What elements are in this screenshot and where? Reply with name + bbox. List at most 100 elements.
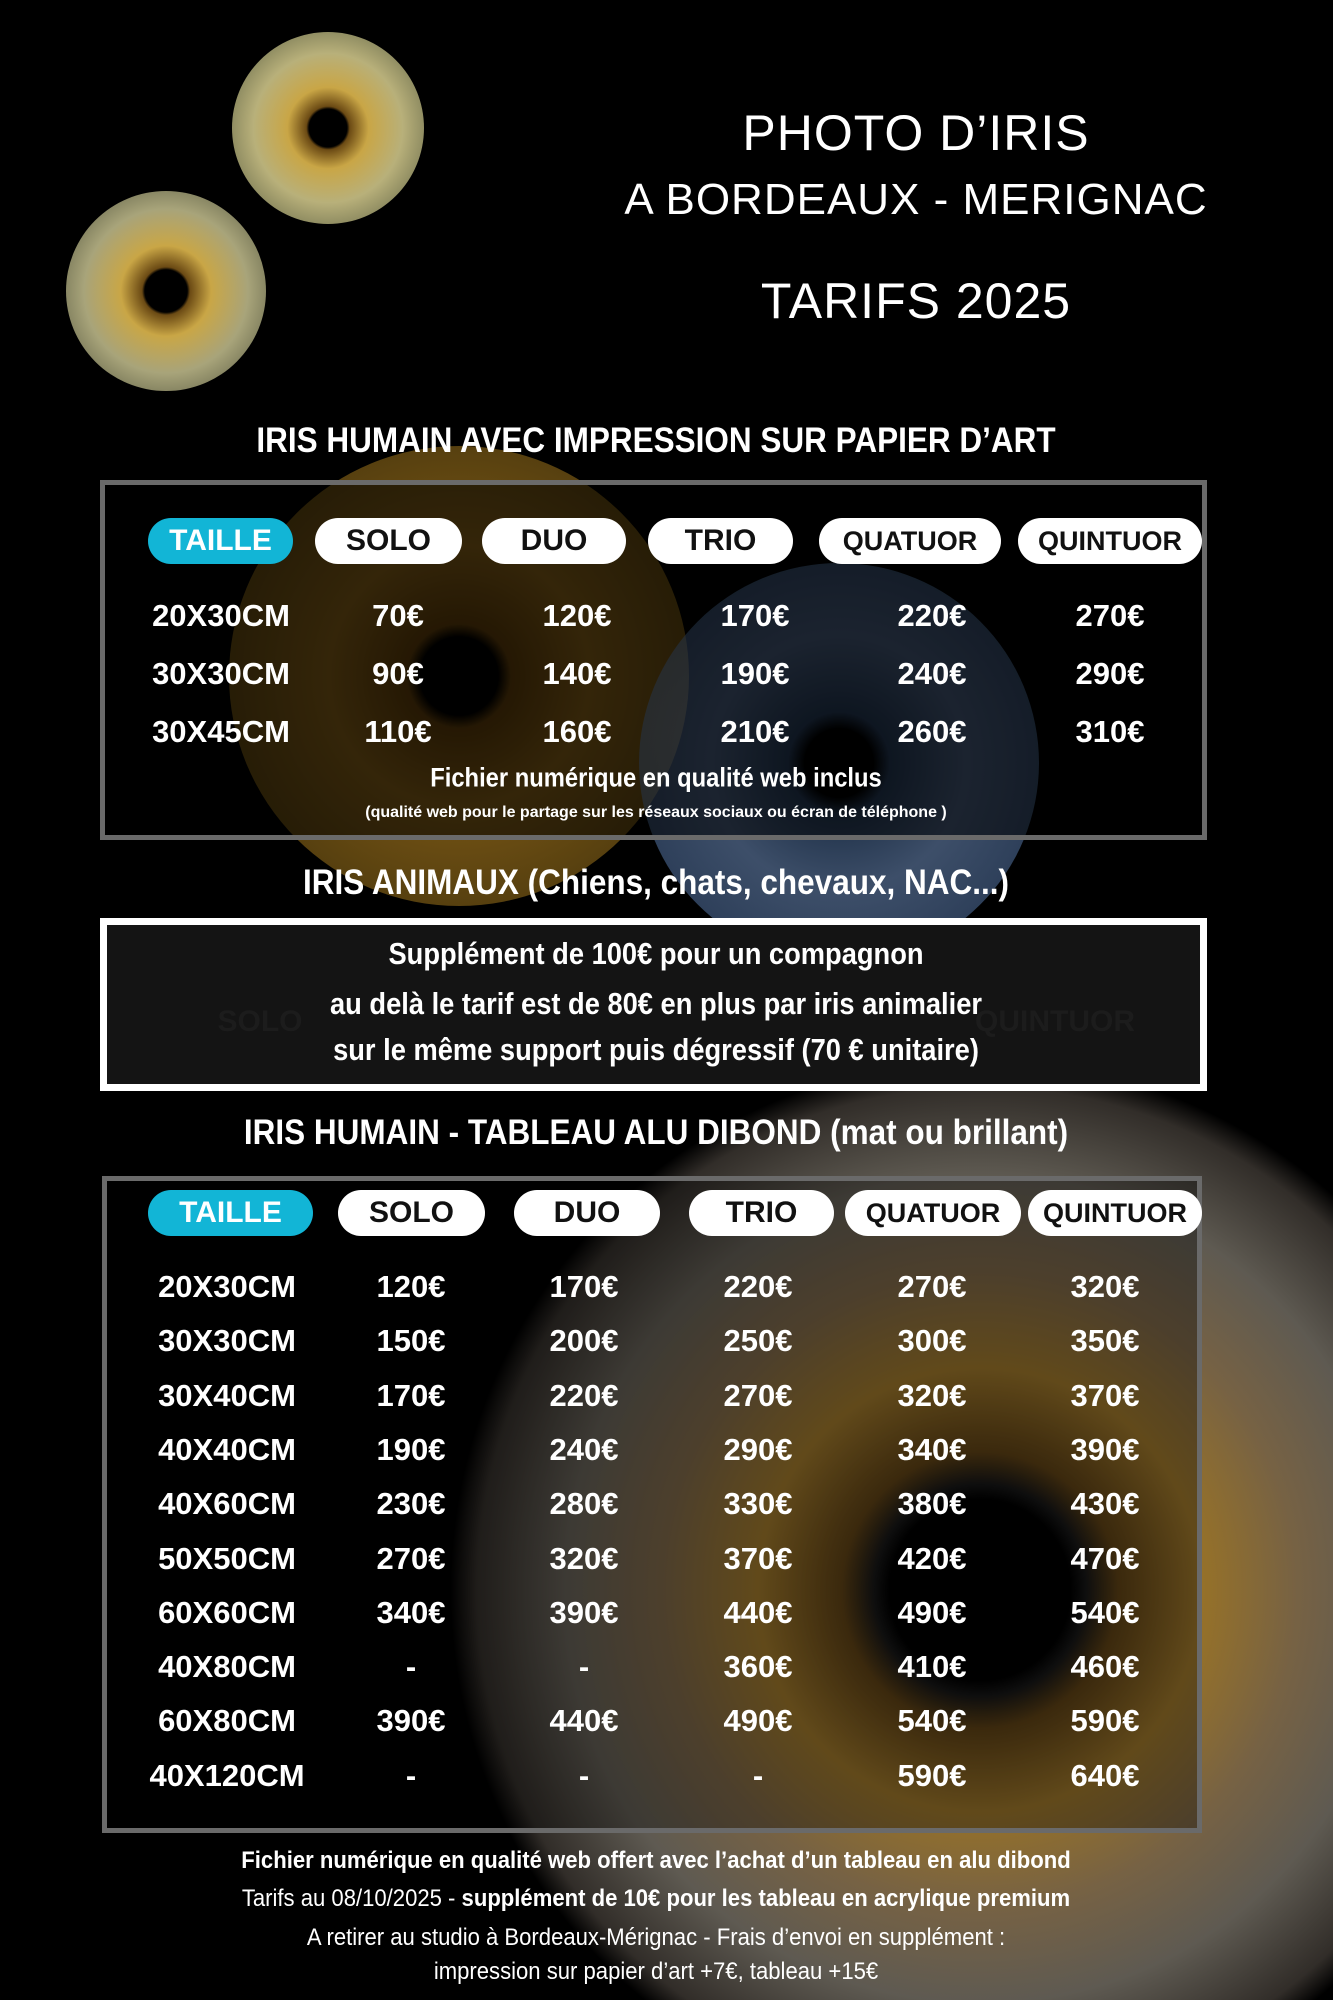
- price-cell: 90€: [372, 656, 424, 691]
- section2-title: IRIS ANIMAUX (Chiens, chats, chevaux, NA…: [303, 863, 1009, 902]
- tarifs-heading: TARIFS 2025: [760, 273, 1072, 329]
- price-cell: 320€: [549, 1540, 619, 1576]
- size-cell: 60X80CM: [158, 1703, 296, 1739]
- price-cell: 70€: [372, 598, 424, 633]
- price-cell: 410€: [897, 1649, 967, 1685]
- footer-acrylic: supplément de 10€ pour les tableau en ac…: [461, 1885, 1071, 1912]
- price-cell: 370€: [723, 1540, 793, 1576]
- ghost-text-solo: SOLO: [217, 1005, 303, 1038]
- price-cell: 240€: [897, 656, 967, 691]
- size-cell: 30X40CM: [158, 1377, 296, 1413]
- price-cell: 270€: [1075, 598, 1145, 633]
- price-cell: 200€: [549, 1323, 619, 1359]
- price-cell: 540€: [1070, 1594, 1140, 1630]
- price-cell: -: [752, 1757, 764, 1793]
- size-cell: 30X30CM: [158, 1323, 296, 1359]
- size-cell: 20X30CM: [158, 1269, 296, 1304]
- price-cell: 390€: [549, 1594, 619, 1630]
- section2-line-3: sur le même support puis dégressif (70 €…: [333, 1032, 979, 1067]
- size-cell: 60X60CM: [158, 1594, 296, 1630]
- ghost-text-quintuor: QUINTUOR: [975, 1005, 1135, 1038]
- price-cell: 540€: [897, 1703, 967, 1739]
- price-cell: 170€: [720, 598, 790, 633]
- price-cell: -: [578, 1649, 590, 1685]
- price-cell: 170€: [549, 1269, 619, 1304]
- size-cell: 40X120CM: [149, 1757, 305, 1793]
- iris-image-top-left: [66, 191, 266, 391]
- price-cell: 160€: [542, 714, 612, 749]
- size-cell: 30X45CM: [152, 714, 290, 749]
- price-cell: -: [405, 1649, 417, 1685]
- price-cell: 220€: [897, 598, 967, 633]
- section3-table: [102, 1176, 1202, 1833]
- price-cell: 390€: [1070, 1431, 1140, 1467]
- price-cell: 420€: [897, 1540, 967, 1576]
- header-trio: TRIO: [648, 518, 793, 564]
- footer-line-1: Fichier numérique en qualité web offert …: [241, 1847, 1071, 1874]
- price-cell: 230€: [376, 1486, 446, 1522]
- price-cell: 360€: [723, 1649, 793, 1685]
- section2-box: [100, 918, 1207, 1091]
- section1-note: Fichier numérique en qualité web inclus: [430, 762, 882, 793]
- price-cell: 590€: [897, 1757, 967, 1793]
- footer-line-2: Tarifs au 08/10/2025 - supplément de 10€…: [62, 1885, 1251, 1913]
- price-cell: 440€: [549, 1703, 619, 1739]
- price-cell: 340€: [897, 1431, 967, 1467]
- size-cell: 50X50CM: [158, 1540, 296, 1576]
- size-cell: 20X30CM: [152, 598, 290, 633]
- page-subtitle: A BORDEAUX - MERIGNAC: [624, 175, 1208, 224]
- header-taille: TAILLE: [148, 518, 293, 564]
- price-cell: -: [405, 1757, 417, 1793]
- section2-line-2: au delà le tarif est de 80€ en plus par …: [330, 986, 982, 1021]
- price-cell: 280€: [549, 1486, 619, 1522]
- price-cell: 120€: [542, 598, 612, 633]
- size-cell: 40X40CM: [158, 1431, 296, 1467]
- page-title: PHOTO D’IRIS: [742, 105, 1090, 161]
- price-cell: 470€: [1070, 1540, 1140, 1576]
- price-cell: 430€: [1070, 1486, 1140, 1522]
- price-cell: 220€: [549, 1377, 619, 1413]
- price-cell: 110€: [364, 714, 432, 749]
- price-cell: 240€: [549, 1431, 619, 1467]
- section1-subnote: (qualité web pour le partage sur les rés…: [365, 804, 947, 821]
- header-taille: TAILLE: [148, 1190, 313, 1236]
- price-cell: 210€: [720, 714, 790, 749]
- price-cell: 370€: [1070, 1377, 1140, 1413]
- header-duo: DUO: [482, 518, 626, 564]
- price-cell: 310€: [1075, 714, 1145, 749]
- price-cell: 150€: [376, 1323, 446, 1359]
- price-cell: 440€: [723, 1594, 793, 1630]
- price-cell: 260€: [897, 714, 967, 749]
- footer-date: Tarifs au 08/10/2025 -: [241, 1885, 462, 1912]
- size-cell: 40X60CM: [158, 1486, 296, 1522]
- price-cell: 330€: [723, 1486, 793, 1522]
- size-cell: 30X30CM: [152, 656, 290, 691]
- price-cell: 490€: [897, 1594, 967, 1630]
- section2-line-1: Supplément de 100€ pour un compagnon: [388, 936, 924, 971]
- header-quatuor: QUATUOR: [819, 518, 1001, 564]
- price-cell: 170€: [376, 1377, 446, 1413]
- price-cell: 290€: [723, 1431, 793, 1467]
- price-cell: 220€: [723, 1269, 793, 1304]
- price-cell: 190€: [376, 1431, 446, 1467]
- footer-line-3: A retirer au studio à Bordeaux-Mérignac …: [306, 1924, 1006, 1951]
- price-cell: 140€: [542, 656, 612, 691]
- header-quatuor: QUATUOR: [845, 1190, 1021, 1236]
- price-cell: 120€: [376, 1269, 446, 1304]
- price-cell: 300€: [897, 1323, 967, 1359]
- price-cell: -: [578, 1757, 590, 1793]
- price-cell: 320€: [897, 1377, 967, 1413]
- iris-image-top-right: [232, 32, 424, 224]
- price-cell: 390€: [376, 1703, 446, 1739]
- price-cell: 350€: [1070, 1323, 1140, 1359]
- price-cell: 270€: [723, 1377, 793, 1413]
- price-cell: 270€: [376, 1540, 446, 1576]
- header-trio: TRIO: [689, 1190, 834, 1236]
- price-cell: 290€: [1075, 656, 1145, 691]
- header-quintuor: QUINTUOR: [1028, 1190, 1202, 1236]
- price-cell: 340€: [376, 1594, 446, 1630]
- section3-title: IRIS HUMAIN - TABLEAU ALU DIBOND (mat ou…: [243, 1113, 1069, 1152]
- header-solo: SOLO: [338, 1190, 485, 1236]
- header-quintuor: QUINTUOR: [1018, 518, 1202, 564]
- header-solo: SOLO: [315, 518, 462, 564]
